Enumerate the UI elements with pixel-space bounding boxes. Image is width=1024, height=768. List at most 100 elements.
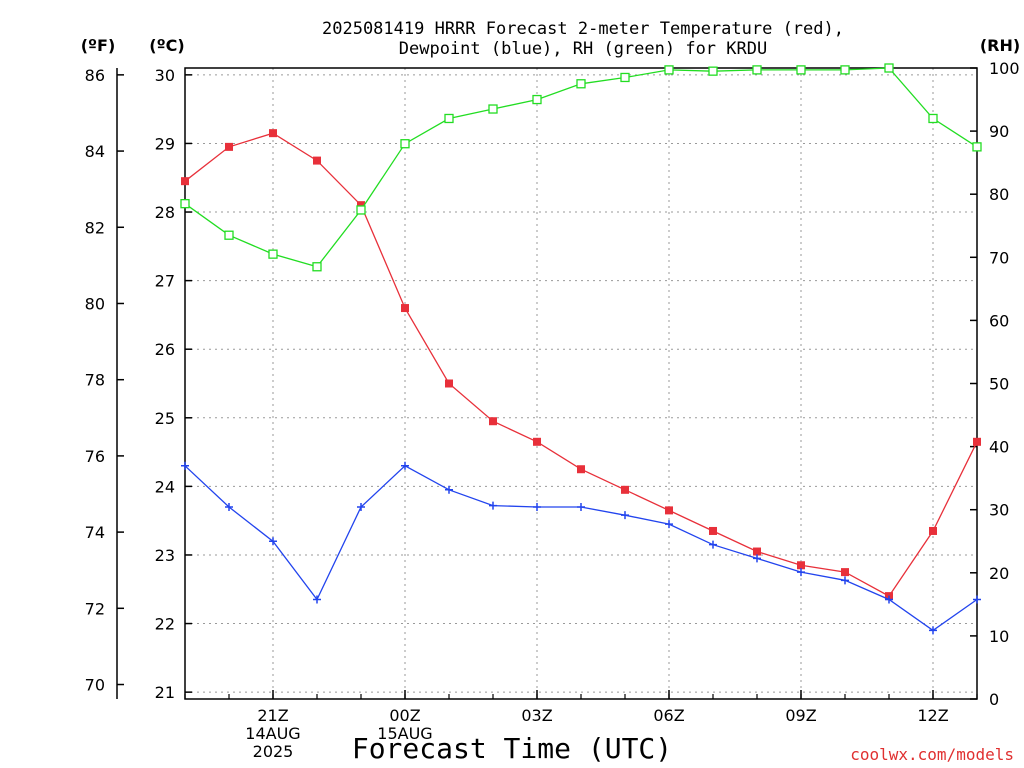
data-point-rh <box>224 230 234 240</box>
data-point-rh <box>972 142 982 152</box>
data-point-temperature <box>357 201 365 210</box>
data-point-rh <box>796 65 806 75</box>
data-point-temperature <box>269 129 277 138</box>
data-point-dewpoint <box>709 540 717 549</box>
y-fahrenheit-tick-label: 82 <box>85 218 105 237</box>
celsius-unit-label: (ºC) <box>149 36 184 55</box>
x-tick-label: 09Z <box>785 706 816 725</box>
data-point-rh <box>312 262 322 272</box>
data-point-temperature <box>533 437 541 446</box>
y-celsius-tick-label: 29 <box>155 134 175 153</box>
y-celsius-tick-label: 22 <box>155 615 175 634</box>
y-fahrenheit-tick-label: 84 <box>85 142 105 161</box>
y-fahrenheit-tick-label: 74 <box>85 523 105 542</box>
y-celsius-tick-label: 24 <box>155 477 175 496</box>
y-fahrenheit-tick-label: 76 <box>85 447 105 466</box>
data-point-dewpoint <box>621 511 629 520</box>
data-point-rh <box>708 66 718 76</box>
plot-frame <box>184 67 978 700</box>
y-fahrenheit-tick-label: 72 <box>85 599 105 618</box>
data-point-temperature <box>225 142 233 151</box>
y-rh-tick-label: 90 <box>989 122 1009 141</box>
data-point-temperature <box>489 417 497 426</box>
chart-title-line-1: 2025081419 HRRR Forecast 2-meter Tempera… <box>322 19 844 39</box>
y-rh-tick-label: 0 <box>989 690 999 709</box>
data-point-temperature <box>797 561 805 570</box>
data-point-dewpoint <box>973 595 981 604</box>
y-rh-tick-label: 50 <box>989 375 1009 394</box>
data-point-rh <box>620 72 630 83</box>
watermark: coolwx.com/models <box>850 745 1014 764</box>
data-point-dewpoint <box>357 502 365 511</box>
x-tick-label: 14AUG <box>245 724 300 743</box>
y-celsius-tick-label: 23 <box>155 546 175 565</box>
data-point-dewpoint <box>269 537 277 546</box>
data-point-rh <box>576 79 586 89</box>
data-point-dewpoint <box>225 502 233 511</box>
x-tick-label: 03Z <box>521 706 552 725</box>
data-point-dewpoint <box>885 595 893 604</box>
data-point-temperature <box>929 526 937 535</box>
fahrenheit-unit-label: (ºF) <box>81 36 116 55</box>
x-tick-label: 06Z <box>653 706 684 725</box>
data-point-dewpoint <box>489 501 497 510</box>
y-rh-tick-label: 20 <box>989 564 1009 583</box>
y-rh-tick-label: 70 <box>989 248 1009 267</box>
y-rh-tick-label: 40 <box>989 438 1009 457</box>
data-point-temperature <box>621 485 629 494</box>
data-point-rh <box>180 199 190 209</box>
grid <box>185 68 977 699</box>
y-celsius-tick-label: 25 <box>155 409 175 428</box>
data-point-dewpoint <box>665 520 673 529</box>
data-point-temperature <box>577 465 585 474</box>
data-point-dewpoint <box>797 568 805 577</box>
y-celsius-tick-label: 28 <box>155 203 175 222</box>
series-line-dewpoint <box>184 465 978 632</box>
series-line-rh <box>184 67 978 268</box>
data-point-temperature <box>445 379 453 388</box>
x-tick-label: 21Z <box>257 706 288 725</box>
series-line-temperature <box>184 132 978 597</box>
y-rh-tick-label: 30 <box>989 501 1009 520</box>
axes: 21 22 23 24 25 26 27 28 29 30 70 72 74 76 78 80 82 84 86 0 1… <box>85 59 1020 761</box>
x-tick-label: 12Z <box>917 706 948 725</box>
plot-series <box>180 63 982 635</box>
data-point-temperature <box>313 156 321 165</box>
x-tick-label: 00Z <box>389 706 420 725</box>
data-point-dewpoint <box>577 502 585 511</box>
x-tick-label: 2025 <box>253 742 294 761</box>
y-fahrenheit-tick-label: 86 <box>85 66 105 85</box>
x-tick-label: 15AUG <box>377 724 432 743</box>
y-celsius-tick-label: 27 <box>155 272 175 291</box>
data-point-temperature <box>665 506 673 515</box>
y-rh-tick-label: 60 <box>989 311 1009 330</box>
y-fahrenheit-tick-label: 70 <box>85 676 105 695</box>
rh-unit-label: (RH) <box>980 36 1020 55</box>
data-point-temperature <box>181 177 189 186</box>
data-point-dewpoint <box>929 626 937 635</box>
data-point-rh <box>400 139 410 149</box>
data-point-rh <box>488 104 498 114</box>
data-point-rh <box>884 63 894 73</box>
x-axis-label: Forecast Time (UTC) <box>352 732 672 765</box>
data-point-rh <box>268 249 278 259</box>
y-fahrenheit-tick-label: 78 <box>85 371 105 390</box>
y-fahrenheit-tick-label: 80 <box>85 294 105 313</box>
data-point-dewpoint <box>841 576 849 585</box>
data-point-rh <box>356 205 366 215</box>
data-point-dewpoint <box>401 461 409 470</box>
data-point-rh <box>532 94 542 105</box>
data-point-rh <box>664 65 674 75</box>
y-celsius-tick-label: 30 <box>155 66 175 85</box>
y-celsius-tick-label: 21 <box>155 683 175 702</box>
data-point-dewpoint <box>181 461 189 470</box>
data-point-rh <box>928 113 938 124</box>
data-point-temperature <box>973 437 981 446</box>
data-point-temperature <box>709 526 717 535</box>
data-point-dewpoint <box>753 554 761 563</box>
data-point-dewpoint <box>313 595 321 604</box>
data-point-temperature <box>401 304 409 313</box>
chart-title-line-2: Dewpoint (blue), RH (green) for KRDU <box>399 39 767 59</box>
data-point-rh <box>752 65 762 75</box>
